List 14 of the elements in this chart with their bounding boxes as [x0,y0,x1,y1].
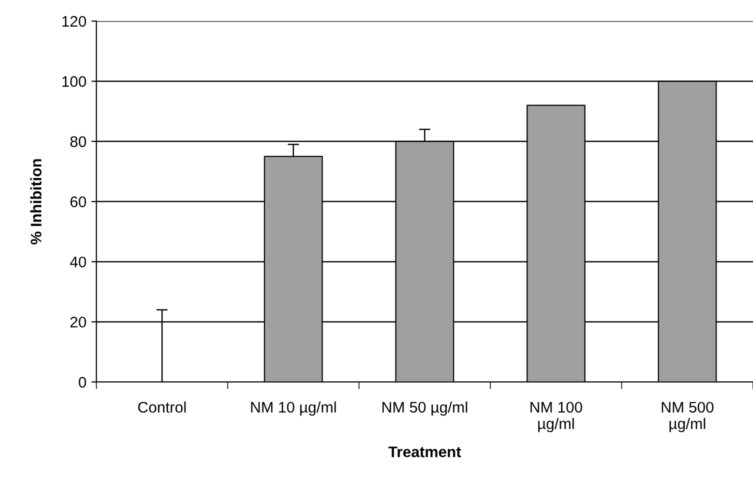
x-tick-label: Control [138,401,186,413]
y-tick-label: 60 [70,196,86,208]
x-tick-label: NM 50 µg/ml [382,401,468,416]
y-tick-label: 100 [62,76,86,87]
y-tick-label: 120 [62,16,86,27]
y-axis-title: % Inhibition [30,159,42,244]
y-tick-label: 40 [70,256,86,268]
y-tick-label: 80 [70,136,86,148]
x-tick-label: NM 100 µg/ml [530,402,582,432]
x-axis-title: Treatment [388,446,462,458]
x-tick-label: NM 10 µg/ml [251,401,336,416]
y-tick-label: 20 [70,316,86,328]
x-tick-label: NM 500 µg/ml [662,402,714,432]
y-tick-label: 0 [78,376,86,388]
